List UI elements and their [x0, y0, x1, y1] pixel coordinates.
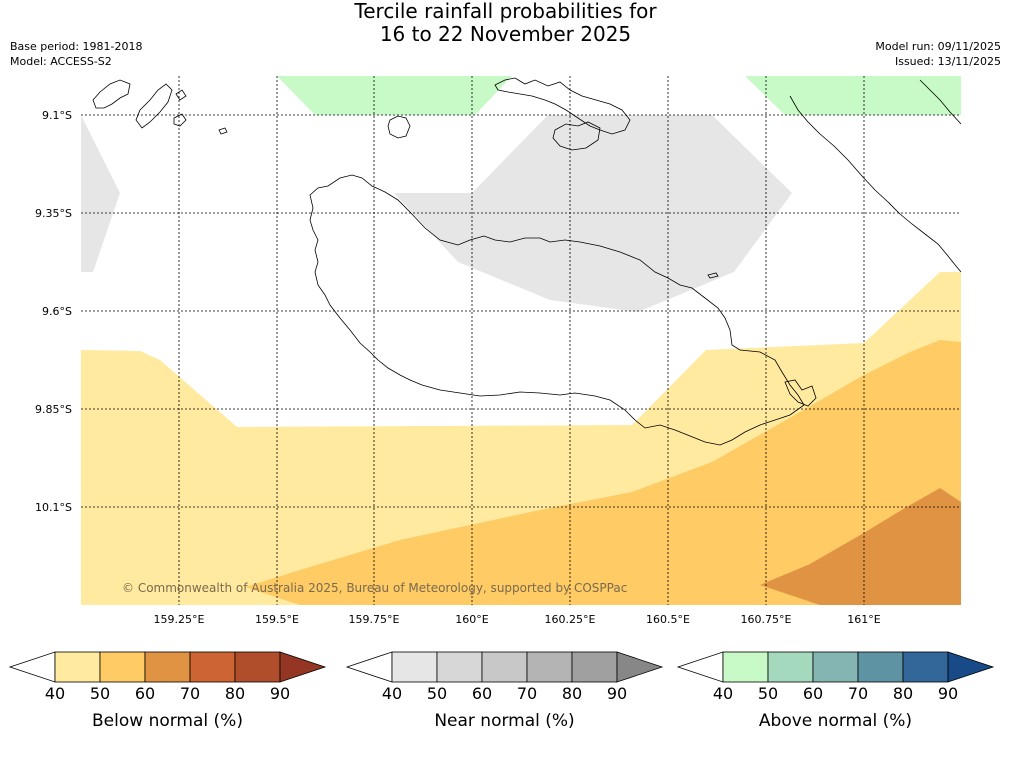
lon-label: 160°E [455, 613, 488, 626]
colorbar-segment [391, 651, 438, 683]
colorbar-tick-label: 90 [938, 684, 958, 703]
colorbar-segment [812, 651, 859, 683]
colorbar-segment [526, 651, 573, 683]
below-normal-50-region [245, 340, 961, 605]
islet-outline [218, 127, 228, 135]
colorbar-high-extend [616, 651, 664, 683]
colorbar-segment [902, 651, 949, 683]
colorbar: 40 50 60 70 80 90 Near normal (%) [345, 651, 664, 731]
lat-label: 9.6°S [42, 305, 72, 318]
model-run-label: Model run: 09/11/2025 [875, 40, 1001, 53]
colorbar-tick-label: 50 [427, 684, 447, 703]
gridlines [81, 76, 961, 605]
island-outline [919, 79, 961, 125]
colorbar-tick-label: 80 [893, 684, 913, 703]
copyright-text: © Commonwealth of Australia 2025, Bureau… [122, 581, 627, 595]
lon-label: 160.75°E [741, 613, 792, 626]
colorbar-high-extend [279, 651, 327, 683]
colorbar: 40 50 60 70 80 90 Above normal (%) [676, 651, 995, 731]
islet-outline [784, 379, 817, 407]
above-normal-region [277, 76, 512, 115]
colorbar-tick-label: 80 [562, 684, 582, 703]
colorbar-tick-label: 80 [225, 684, 245, 703]
island-outline [92, 79, 131, 109]
lon-label: 160.5°E [646, 613, 690, 626]
colorbar-tick-label: 40 [382, 684, 402, 703]
colorbar-segment [767, 651, 814, 683]
lat-label: 9.35°S [35, 207, 72, 220]
map-title-line2: 16 to 22 November 2025 [379, 22, 632, 46]
near-normal-region [81, 115, 120, 272]
longitude-labels: 159.25°E 159.5°E 159.75°E 160°E 160.25°E… [154, 613, 881, 626]
near-normal-region [394, 115, 792, 312]
colorbar-segment [436, 651, 483, 683]
colorbar-segment [189, 651, 236, 683]
issued-label: Issued: 13/11/2025 [894, 55, 1001, 68]
lat-label: 9.85°S [35, 403, 72, 416]
colorbar-tick-label: 60 [472, 684, 492, 703]
colorbar-segment [99, 651, 146, 683]
latitude-labels: 9.1°S 9.35°S 9.6°S 9.85°S 10.1°S [35, 109, 72, 514]
lon-label: 161°E [847, 613, 880, 626]
colorbar-tick-label: 40 [45, 684, 65, 703]
colorbar-segment [857, 651, 904, 683]
lon-label: 160.25°E [545, 613, 596, 626]
lon-label: 159.75°E [349, 613, 400, 626]
probability-map [81, 76, 961, 605]
base-period-label: Base period: 1981-2018 [10, 40, 143, 53]
colorbar-segment [571, 651, 618, 683]
colorbar-low-extend [676, 651, 724, 683]
model-label: Model: ACCESS-S2 [10, 55, 112, 68]
colorbar-low-extend [345, 651, 393, 683]
lon-label: 159.5°E [255, 613, 299, 626]
colorbar-segment [54, 651, 101, 683]
island-outline [135, 83, 173, 129]
colorbar-tick-label: 90 [607, 684, 627, 703]
colorbar-title: Near normal (%) [434, 711, 574, 731]
colorbar-tick-label: 60 [803, 684, 823, 703]
lat-label: 10.1°S [35, 501, 72, 514]
colorbar-tick-label: 70 [517, 684, 537, 703]
colorbar-tick-label: 60 [135, 684, 155, 703]
colorbar-tick-label: 90 [270, 684, 290, 703]
colorbar-title: Below normal (%) [92, 711, 243, 731]
islet-outline [707, 272, 719, 279]
colorbar-tick-label: 70 [848, 684, 868, 703]
colorbar-segment [234, 651, 281, 683]
colorbar-tick-label: 70 [180, 684, 200, 703]
island-outline [173, 113, 187, 127]
colorbar-segment [481, 651, 528, 683]
island-outline [175, 89, 187, 101]
lat-label: 9.1°S [42, 109, 72, 122]
colorbar-tick-label: 40 [713, 684, 733, 703]
islet-outline [387, 115, 411, 139]
island-outline [494, 77, 631, 135]
island-outline [789, 95, 961, 273]
colorbar-segment [144, 651, 191, 683]
colorbar-legends: 40 50 60 70 80 90 Below normal (%) 40 50 60 70 80 90… [8, 651, 995, 731]
island-outline [552, 121, 601, 151]
colorbar-low-extend [8, 651, 56, 683]
colorbar-tick-label: 50 [758, 684, 778, 703]
colorbar-high-extend [947, 651, 995, 683]
coastline [92, 77, 961, 446]
colorbar: 40 50 60 70 80 90 Below normal (%) [8, 651, 327, 731]
below-normal-60-region [760, 488, 961, 605]
colorbar-segment [722, 651, 769, 683]
lon-label: 159.25°E [154, 613, 205, 626]
colorbar-tick-label: 50 [90, 684, 110, 703]
map-title-line1: Tercile rainfall probabilities for [354, 0, 657, 23]
colorbar-title: Above normal (%) [759, 711, 912, 731]
above-normal-region [745, 76, 961, 115]
island-outline [309, 174, 805, 446]
